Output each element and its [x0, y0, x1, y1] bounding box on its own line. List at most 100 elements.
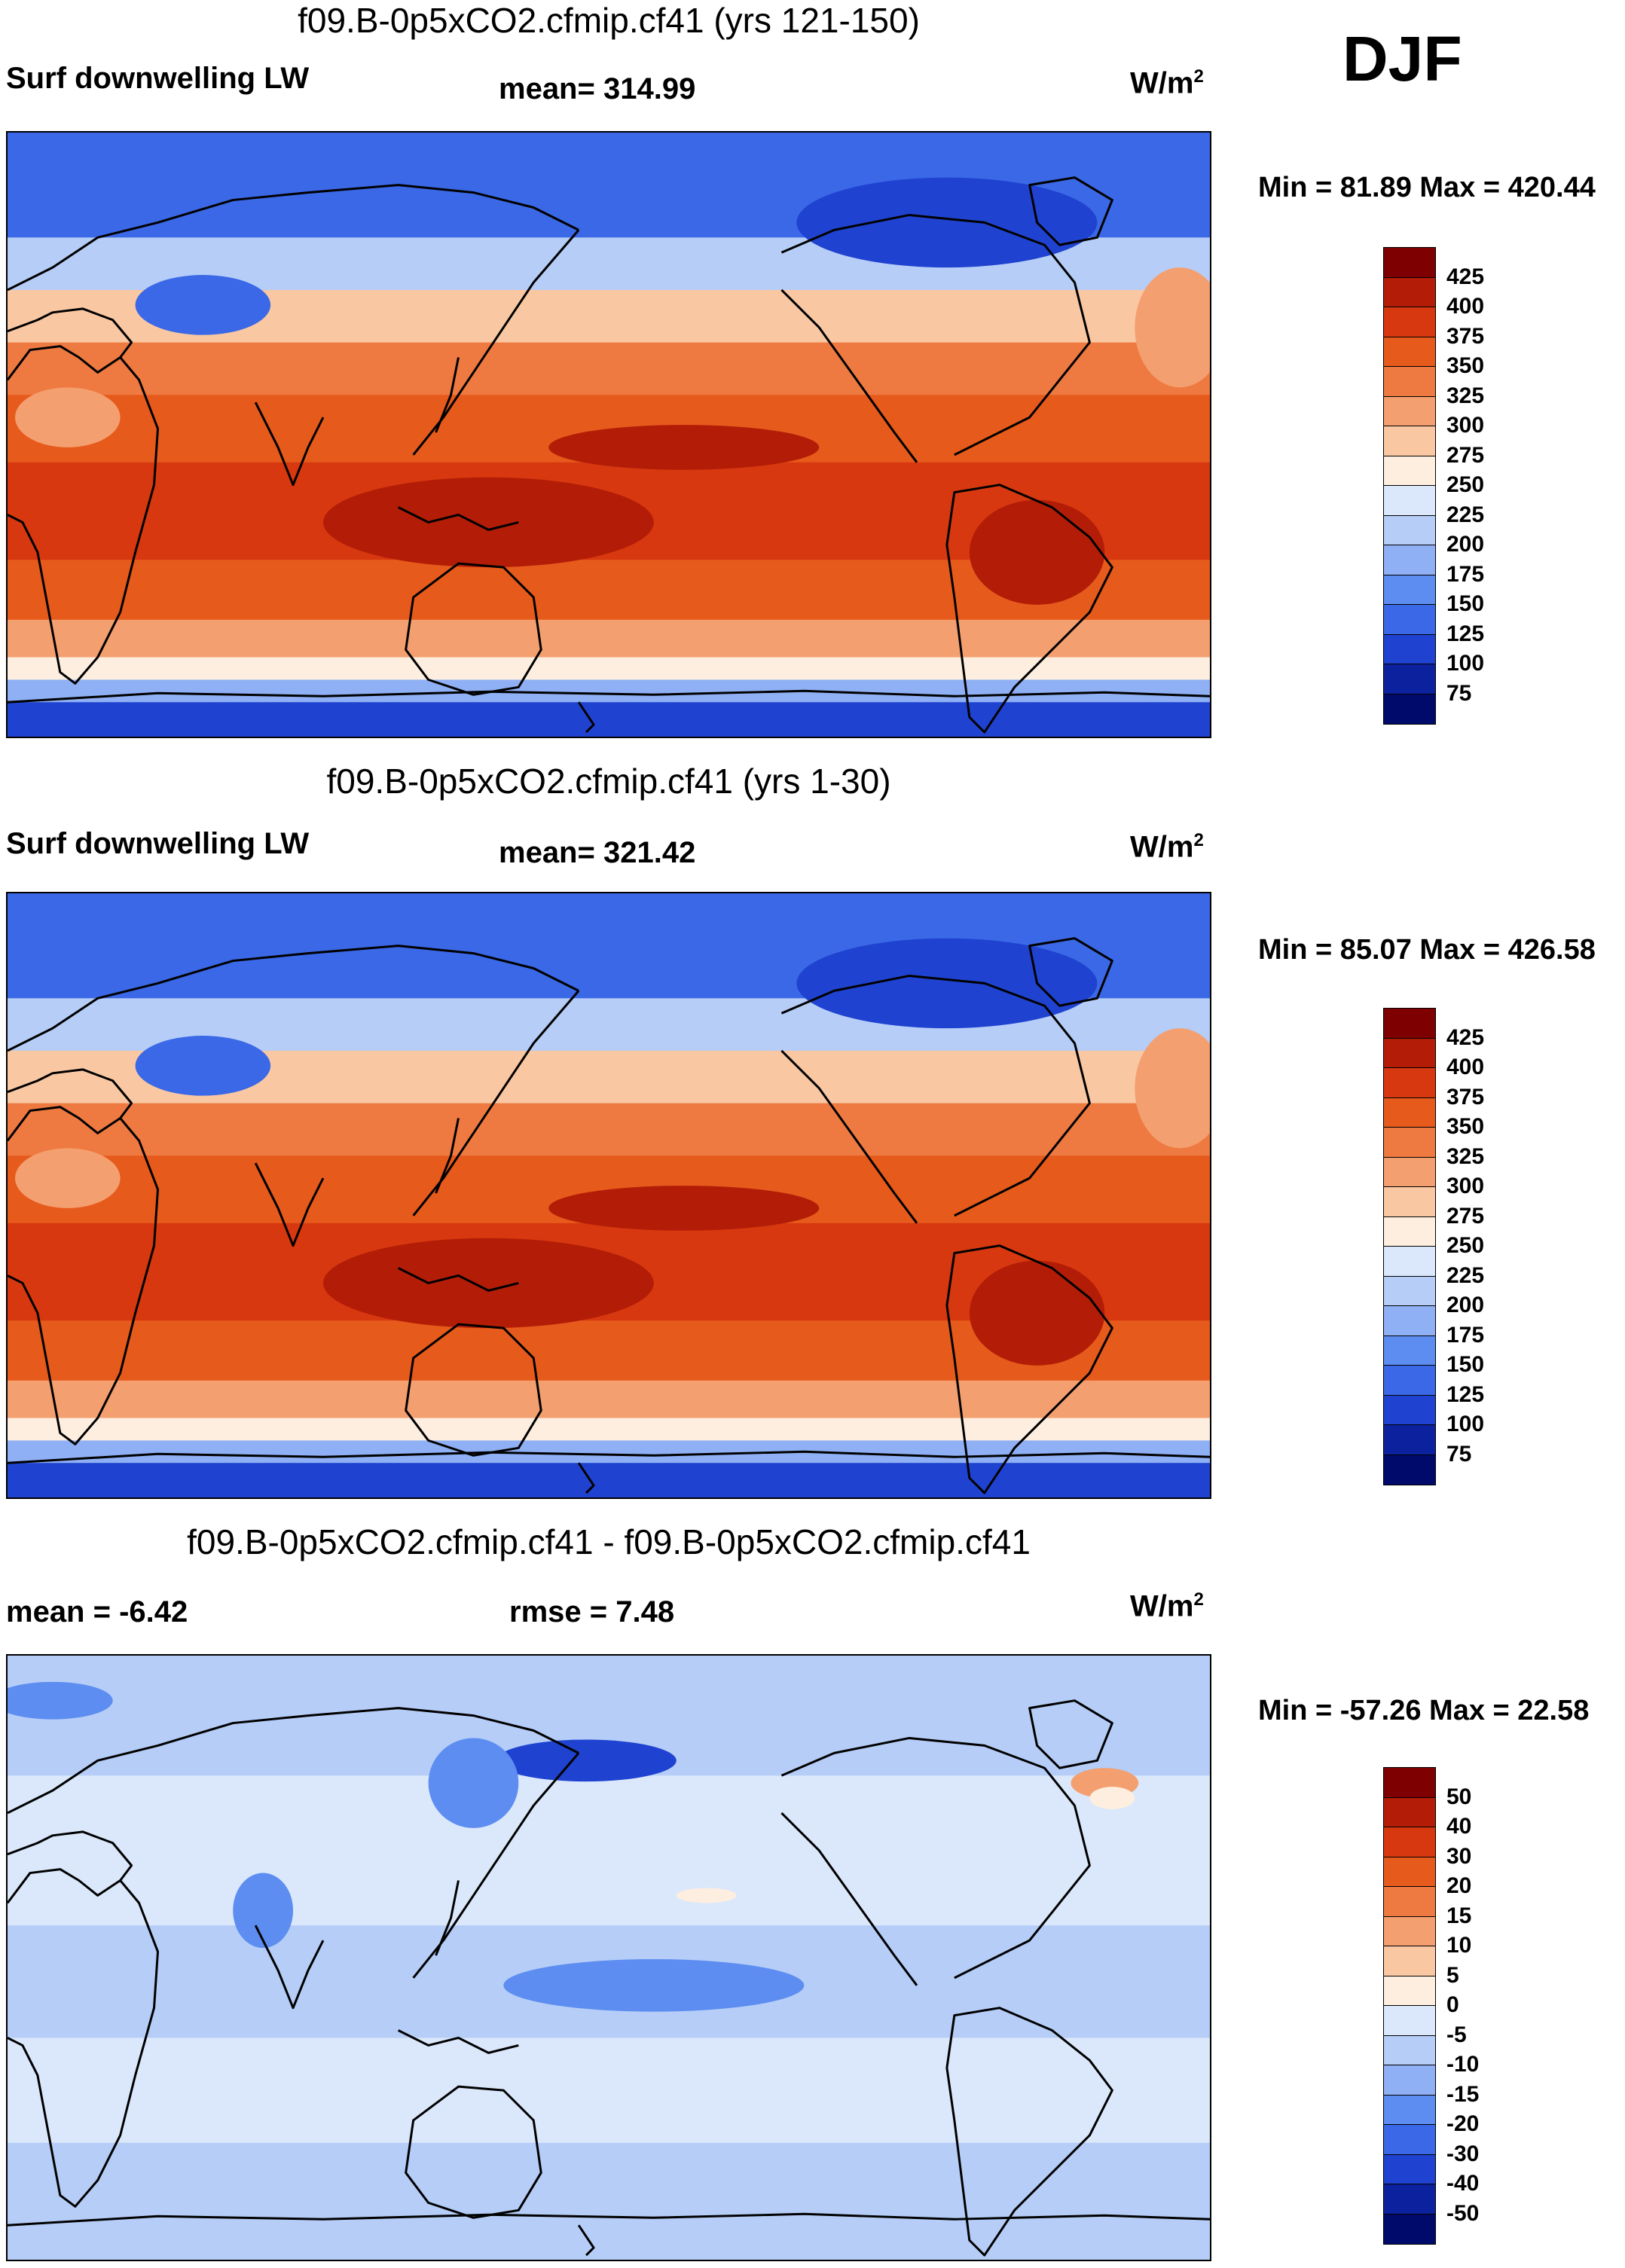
colorbar-swatch — [1383, 1946, 1436, 1976]
colorbar-swatch — [1383, 1975, 1436, 2007]
colorbar-swatch — [1383, 2124, 1436, 2155]
contour-band — [8, 1380, 1210, 1420]
colorbar-tick-label: -50 — [1446, 2200, 1480, 2226]
colorbar-swatch — [1383, 2184, 1436, 2215]
contour-band — [8, 1463, 1210, 1497]
colorbar-swatch — [1383, 545, 1436, 575]
colorbar-tick-label: 40 — [1446, 1814, 1472, 1839]
contour-region — [796, 177, 1098, 268]
colorbar-tick-label: 400 — [1446, 294, 1485, 319]
coastline — [8, 689, 1210, 704]
panel-2-map — [6, 892, 1211, 1499]
contour-region — [548, 1186, 820, 1231]
colorbar-swatch — [1383, 1886, 1436, 1917]
colorbar-swatch — [1383, 2065, 1436, 2096]
colorbar-tick-label: 350 — [1446, 353, 1485, 378]
colorbar-swatch — [1383, 336, 1436, 368]
coastline — [577, 1462, 595, 1494]
colorbar-swatch — [1383, 1275, 1436, 1307]
colorbar-tick-label: 125 — [1446, 1381, 1485, 1407]
coastline — [398, 2029, 519, 2054]
coastline — [435, 1118, 460, 1194]
colorbar-swatch — [1383, 514, 1436, 546]
colorbar-swatch — [1383, 633, 1436, 665]
colorbar-tick-label: 20 — [1446, 1873, 1472, 1898]
colorbar-tick-label: 125 — [1446, 621, 1485, 646]
coastline — [945, 1244, 1113, 1494]
panel-2-min-max: Min = 85.07 Max = 426.58 — [1258, 934, 1596, 966]
colorbar-swatch — [1383, 1037, 1436, 1069]
colorbar-swatch — [1383, 1246, 1436, 1277]
contour-region — [1135, 1028, 1210, 1149]
colorbar-tick-label: 100 — [1446, 651, 1485, 676]
colorbar-swatch — [1383, 693, 1436, 725]
panel-2-mean-label: mean= 321.42 — [499, 836, 696, 869]
colorbar-swatch — [1383, 307, 1436, 337]
coastline — [780, 1049, 918, 1224]
colorbar-swatch — [1383, 276, 1436, 308]
coastline — [8, 1868, 159, 2208]
colorbar-swatch — [1383, 1827, 1436, 1857]
coastline — [254, 1925, 325, 2010]
colorbar-swatch — [1383, 485, 1436, 516]
contour-region — [1135, 267, 1210, 388]
colorbar-swatch — [1383, 2094, 1436, 2126]
contour-band — [8, 2142, 1210, 2260]
contour-region — [14, 1148, 121, 1208]
colorbar-tick-label: -10 — [1446, 2052, 1480, 2077]
panel-2-variable-label: Surf downwelling LW — [6, 827, 310, 860]
colorbar-tick-label: 225 — [1446, 1262, 1485, 1288]
colorbar-tick-label: 75 — [1446, 1441, 1472, 1467]
coastline — [8, 307, 133, 359]
colorbar-swatch — [1383, 1097, 1436, 1128]
contour-region — [969, 499, 1105, 605]
coastline — [8, 1106, 159, 1445]
contour-region — [969, 1260, 1105, 1366]
coastline — [435, 1880, 460, 1956]
contour-region — [503, 1958, 805, 2012]
colorbar-tick-label: 50 — [1446, 1784, 1472, 1809]
season-label: DJF — [1342, 23, 1462, 94]
colorbar-swatch — [1383, 1424, 1436, 1455]
colorbar-tick-label: 425 — [1446, 1024, 1485, 1050]
contour-band — [8, 1440, 1210, 1465]
coastline — [405, 2085, 542, 2219]
colorbar-tick-label: 200 — [1446, 1293, 1485, 1317]
colorbar-swatch — [1383, 574, 1436, 606]
coastline — [398, 506, 519, 531]
coastline — [1028, 937, 1113, 1007]
colorbar-tick-label: 325 — [1446, 383, 1485, 408]
contour-band — [8, 1418, 1210, 1442]
colorbar-tick-label: -15 — [1446, 2081, 1480, 2107]
panel-3-colorbar: 50 40 30 20 15 10 5 0 -5 -10 -15 -20 -30 -40 -50 — [1383, 1767, 1479, 2245]
colorbar-tick-label: 325 — [1446, 1143, 1485, 1169]
panel-2-title: f09.B-0p5xCO2.cfmip.cf41 (yrs 1-30) — [326, 762, 891, 801]
panel-1-map — [6, 131, 1211, 738]
colorbar-swatch — [1383, 664, 1436, 694]
coastline — [780, 288, 918, 463]
coastline — [398, 1267, 519, 1292]
coastline — [254, 401, 325, 487]
panel-3-map — [6, 1654, 1211, 2261]
coastline — [254, 1162, 325, 1247]
colorbar-tick-label: 200 — [1446, 532, 1485, 557]
contour-region — [14, 387, 121, 447]
colorbar-tick-label: 30 — [1446, 1843, 1472, 1869]
panel-1-min-max: Min = 81.89 Max = 420.44 — [1258, 172, 1596, 203]
colorbar-swatch — [1383, 1186, 1436, 1217]
coastline — [577, 2224, 595, 2257]
colorbar-tick-label: 300 — [1446, 1174, 1485, 1198]
coastline — [1028, 176, 1113, 246]
contour-band — [8, 342, 1210, 397]
colorbar-swatch — [1383, 1335, 1436, 1366]
panel-3-mean-label: mean = -6.42 — [6, 1595, 188, 1629]
colorbar-tick-label: 100 — [1446, 1412, 1485, 1436]
contour-band — [8, 1775, 1210, 1928]
map-field — [8, 893, 1210, 1497]
coastline — [8, 345, 159, 685]
map-field — [8, 1656, 1210, 2260]
contour-band — [8, 657, 1210, 682]
colorbar-tick-label: 75 — [1446, 680, 1472, 706]
colorbar-tick-label: 150 — [1446, 591, 1485, 616]
colorbar-tick-label: -20 — [1446, 2111, 1480, 2136]
